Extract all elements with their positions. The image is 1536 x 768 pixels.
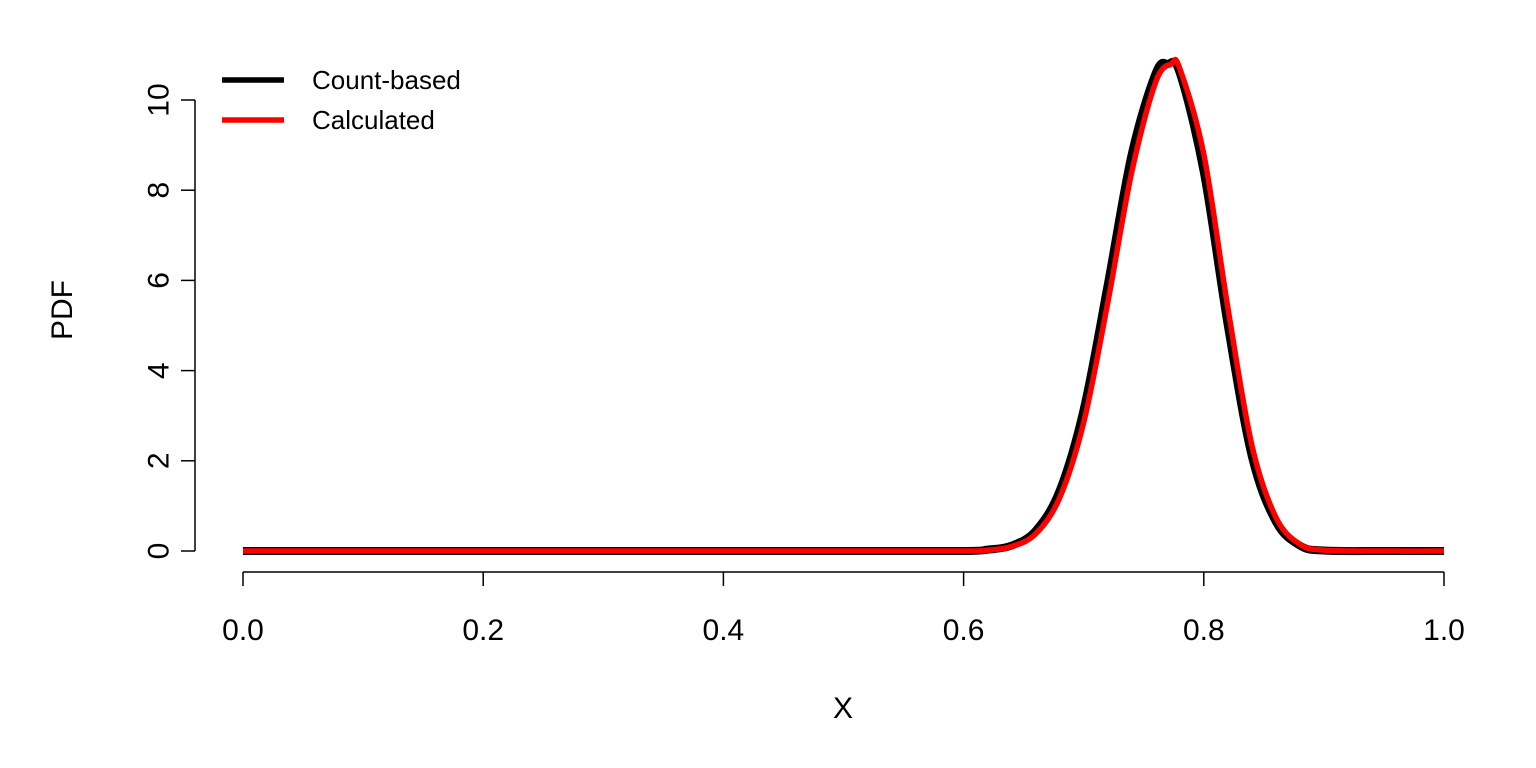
legend-label: Calculated bbox=[312, 105, 435, 135]
series-layer bbox=[243, 56, 1445, 556]
legend: Count-based Calculated bbox=[222, 65, 461, 135]
y-tick-label: 2 bbox=[143, 452, 176, 469]
series-line-calculated bbox=[243, 56, 1445, 554]
y-tick-label: 10 bbox=[143, 83, 176, 116]
x-tick-label: 0.2 bbox=[462, 614, 504, 647]
y-tick-label: 6 bbox=[143, 272, 176, 289]
x-tick-label: 0.4 bbox=[703, 614, 745, 647]
x-tick-label: 0.8 bbox=[1183, 614, 1225, 647]
y-tick-label: 4 bbox=[143, 362, 176, 379]
x-tick-label: 0.0 bbox=[222, 614, 264, 647]
y-axis-title: PDF bbox=[46, 280, 79, 340]
y-tick-label: 0 bbox=[143, 543, 176, 560]
y-axis: 0 2 4 6 8 10 bbox=[143, 83, 196, 559]
x-axis-title: X bbox=[833, 692, 853, 725]
x-axis: 0.0 0.2 0.4 0.6 0.8 1.0 bbox=[222, 571, 1465, 647]
legend-label: Count-based bbox=[312, 65, 461, 95]
x-tick-label: 1.0 bbox=[1423, 614, 1465, 647]
y-tick-label: 8 bbox=[143, 182, 176, 199]
series-line-count-based bbox=[243, 57, 1445, 556]
x-tick-label: 0.6 bbox=[943, 614, 985, 647]
